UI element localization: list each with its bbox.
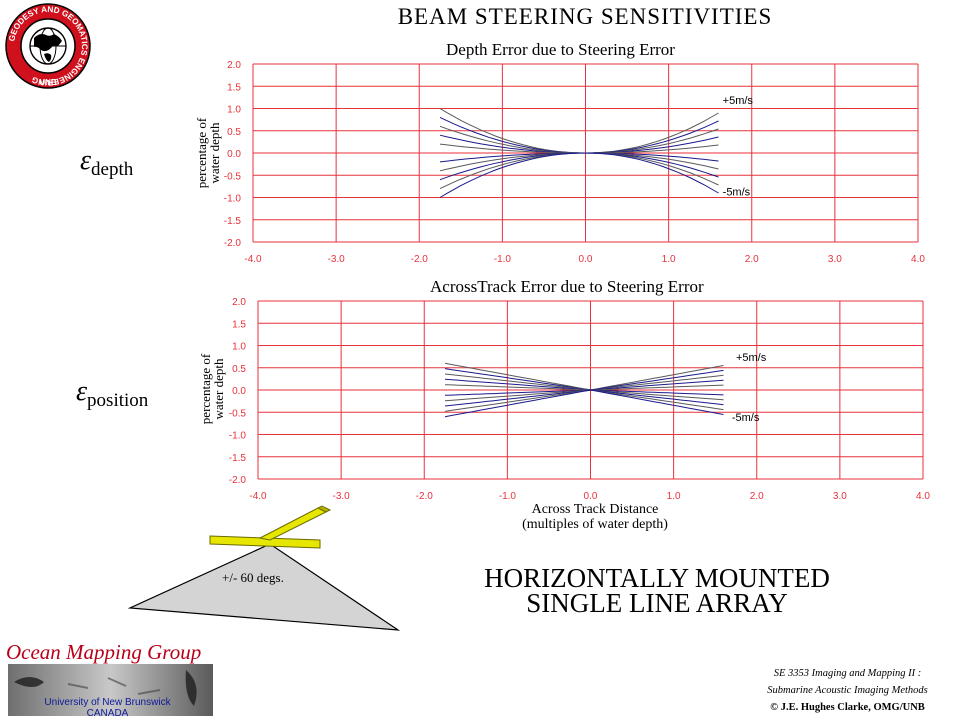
- omg-university: University of New Brunswick CANADA: [44, 697, 171, 719]
- acrosstrack-chart-ytick-label: 0.5: [232, 364, 246, 375]
- depth-chart-annotation: +5m/s: [723, 95, 754, 107]
- acrosstrack-chart-series-line: [444, 389, 724, 402]
- depth-chart-xtick-label: 2.0: [745, 254, 759, 265]
- depth-chart-ytick-label: -2.0: [224, 238, 242, 249]
- acrosstrack-chart-xtick-label: -3.0: [333, 491, 351, 502]
- acrosstrack-chart-xtick-label: 1.0: [667, 491, 681, 502]
- epsilon-position-symbol: εposition: [76, 376, 149, 411]
- logo-unb-text: UNB: [39, 78, 57, 87]
- depth-chart-xtick-label: -1.0: [494, 254, 512, 265]
- acrosstrack-chart-ytick-label: 1.5: [232, 319, 246, 330]
- array-illustration: [127, 505, 401, 631]
- depth-chart-xtick-label: -2.0: [411, 254, 429, 265]
- depth-chart-xtick-label: 3.0: [828, 254, 842, 265]
- depth-chart-ytick-label: -1.0: [224, 194, 242, 205]
- acrosstrack-chart-ytick-label: -1.0: [229, 431, 247, 442]
- acrosstrack-chart-xtick-label: -4.0: [249, 491, 267, 502]
- depth-chart-ytick-label: -1.5: [224, 216, 242, 227]
- acrosstrack-chart-xtick-label: 3.0: [833, 491, 847, 502]
- depth-chart-ytick-label: -0.5: [224, 171, 242, 182]
- depth-chart-ytick-label: 1.0: [227, 105, 241, 116]
- globe-icon: [29, 27, 67, 65]
- acrosstrack-chart-xtick-label: 4.0: [916, 491, 930, 502]
- depth-chart-xtick-label: -4.0: [244, 254, 262, 265]
- acrosstrack-chart-annotation: -5m/s: [732, 412, 760, 424]
- depth-chart-annotation: -5m/s: [723, 186, 751, 198]
- acrosstrack-chart-ytick-label: -1.5: [229, 453, 247, 464]
- depth-chart-ytick-label: 2.0: [227, 60, 241, 71]
- depth-chart-ytick-label: 0.5: [227, 127, 241, 138]
- acrosstrack-chart-ytick-label: -0.5: [229, 408, 247, 419]
- depth-chart-series-line: [439, 152, 719, 198]
- acrosstrack-chart-ytick-label: -2.0: [229, 475, 247, 486]
- beam-fan: [127, 543, 401, 631]
- acrosstrack-chart-series-line: [444, 389, 724, 418]
- acrosstrack-chart-ytick-label: 0.0: [232, 386, 246, 397]
- acrosstrack-chart-xtick-label: 2.0: [750, 491, 764, 502]
- omg-seafloor-image: [8, 664, 213, 716]
- page-title: BEAM STEERING SENSITIVITIES: [397, 4, 773, 29]
- array-type-label: HORIZONTALLY MOUNTED SINGLE LINE ARRAY: [484, 563, 830, 618]
- depth-chart-ytick-label: 1.5: [227, 82, 241, 93]
- acrosstrack-chart-xtick-label: -2.0: [416, 491, 434, 502]
- unb-logo: GEODESY AND GEOMATICS ENGINEERING UNB: [5, 3, 91, 89]
- acrosstrack-chart-xtick-label: 0.0: [584, 491, 598, 502]
- acrosstrack-chart-ytick-label: 1.0: [232, 342, 246, 353]
- course-info: SE 3353 Imaging and Mapping II : Submari…: [767, 668, 928, 713]
- depth-chart-xtick-label: 1.0: [662, 254, 676, 265]
- acrosstrack-chart-title: AcrossTrack Error due to Steering Error: [430, 277, 704, 296]
- epsilon-depth-symbol: εdepth: [80, 145, 134, 180]
- depth-chart-xtick-label: 4.0: [911, 254, 925, 265]
- angle-label: +/- 60 degs.: [222, 570, 284, 585]
- acrosstrack-chart-series-line: [444, 378, 724, 391]
- depth-chart-title: Depth Error due to Steering Error: [446, 40, 675, 59]
- acrosstrack-chart-annotation: +5m/s: [736, 352, 767, 364]
- acrosstrack-chart-xtick-label: -1.0: [499, 491, 517, 502]
- acrosstrack-chart-ytick-label: 2.0: [232, 297, 246, 308]
- depth-chart-ytick-label: 0.0: [227, 149, 241, 160]
- omg-title: Ocean Mapping Group: [6, 640, 202, 664]
- depth-chart-xtick-label: 0.0: [579, 254, 593, 265]
- depth-chart-xtick-label: -3.0: [328, 254, 346, 265]
- line-array-icon: [209, 505, 332, 549]
- acrosstrack-chart-xlabel: Across Track Distance (multiples of wate…: [522, 502, 668, 532]
